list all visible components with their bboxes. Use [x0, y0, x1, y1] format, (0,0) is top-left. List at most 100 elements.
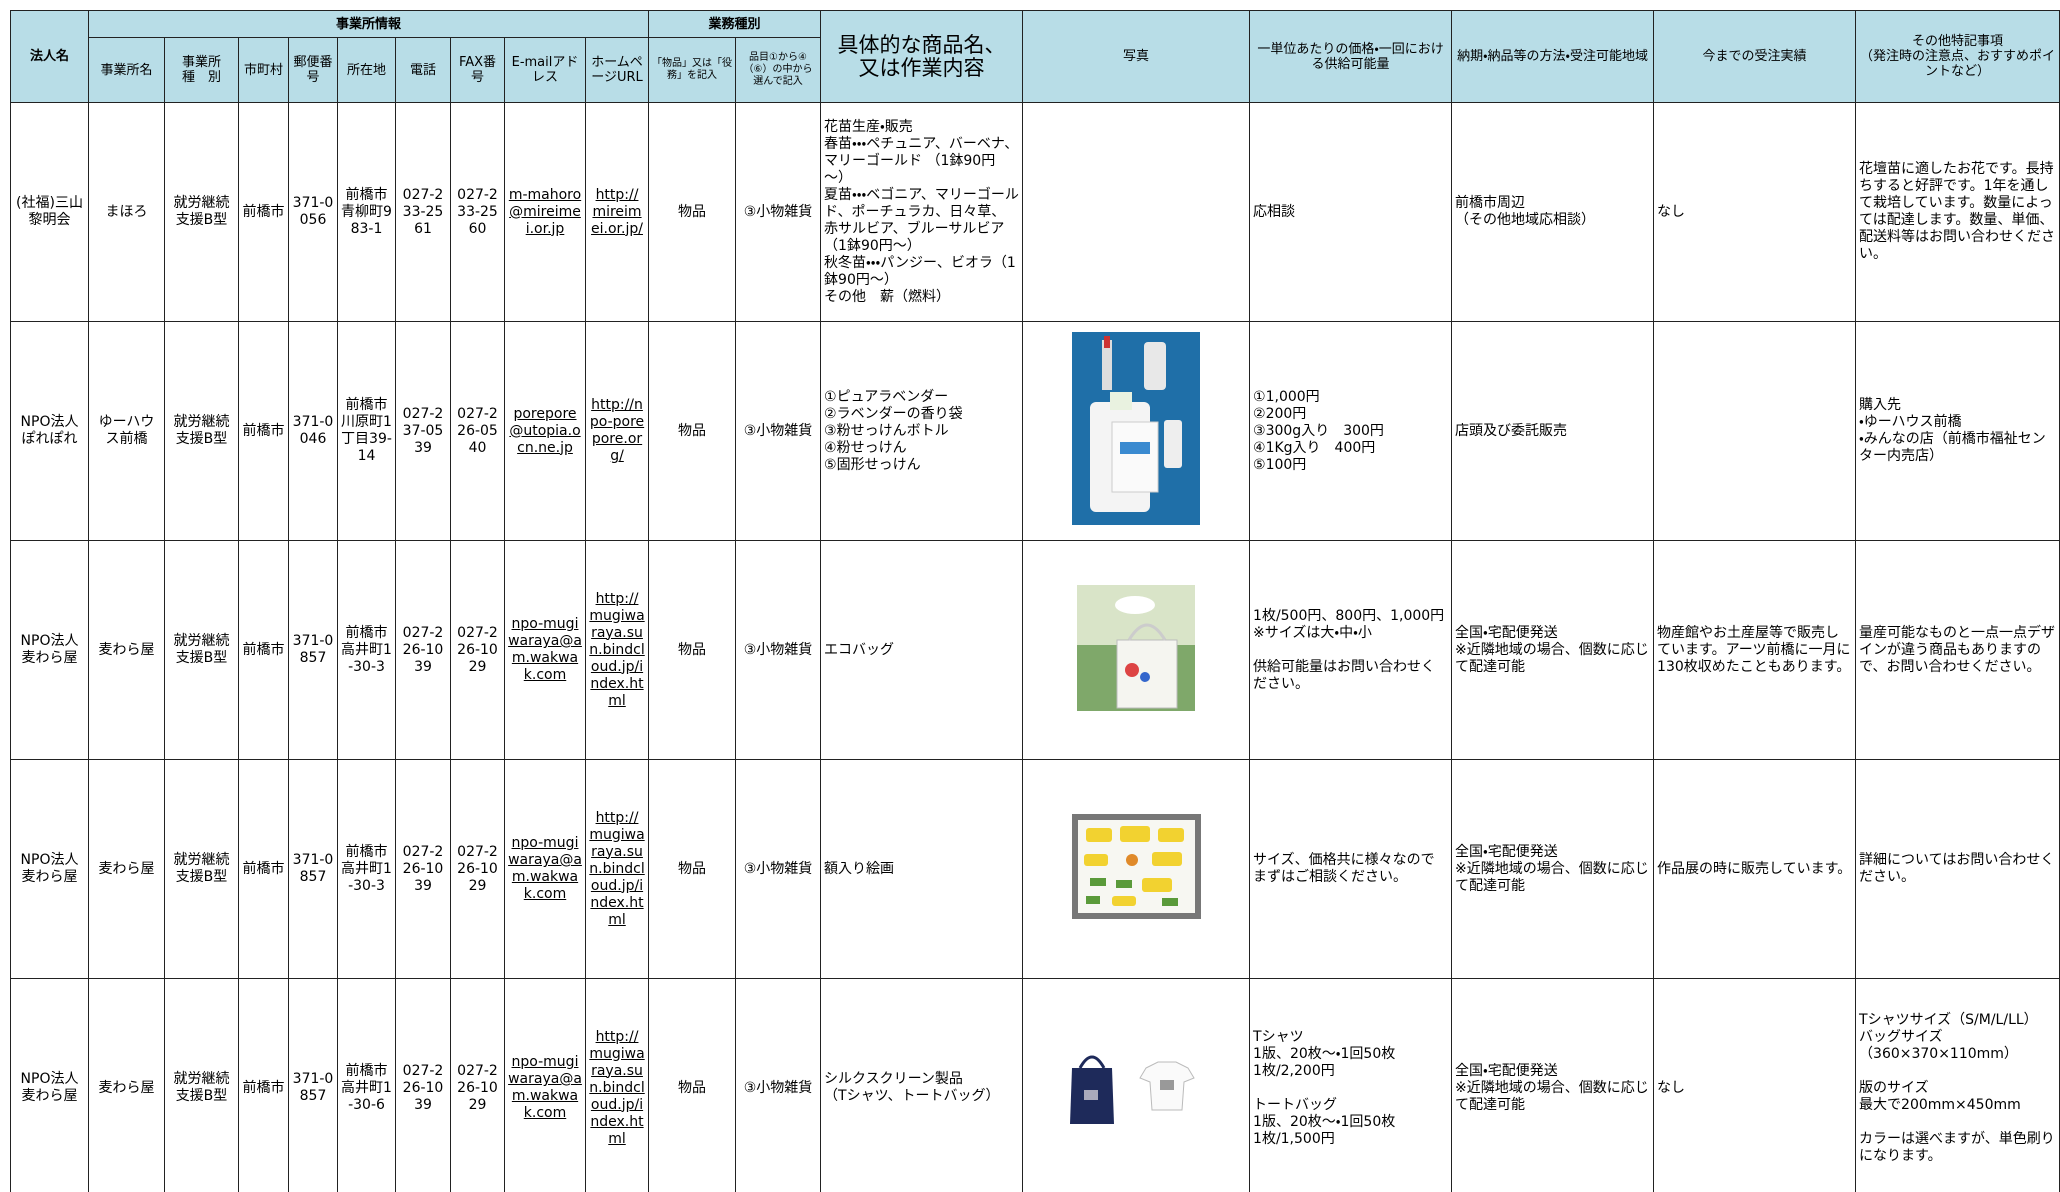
- email-cell: porepore@utopia.ocn.ne.jp: [504, 321, 586, 541]
- fax-cell: 027-233-2560: [450, 102, 505, 322]
- header-group: 事業所情報: [87, 10, 650, 38]
- record-cell: [1653, 321, 1857, 541]
- email-cell: m-mahoro@mireimei.or.jp: [504, 102, 586, 322]
- header-group: 業務種別: [648, 10, 822, 38]
- product-cell: ①ピュアラベンダー ②ラベンダーの香り袋 ③粉せっけんボトル ④粉せっけん ⑤固…: [820, 321, 1024, 541]
- email-link[interactable]: npo-mugiwaraya@am.wakwak.com: [508, 616, 582, 683]
- fax-cell: 027-226-1029: [450, 978, 505, 1192]
- price-cell: サイズ、価格共に様々なのでまずはご相談ください。: [1249, 759, 1453, 979]
- url-cell: http://mireimei.or.jp/: [584, 102, 650, 322]
- notes-cell: 量産可能なものと一点一点デザインが違う商品もありますので、お問い合わせください。: [1855, 540, 2060, 760]
- fax-cell: 027-226-1029: [450, 759, 505, 979]
- email-link[interactable]: porepore@utopia.ocn.ne.jp: [509, 405, 581, 456]
- url-cell: http://mugiwaraya.sun.bindcloud.jp/index…: [584, 978, 650, 1192]
- url-cell: http://mugiwaraya.sun.bindcloud.jp/index…: [584, 540, 650, 760]
- zip-cell: 371-0857: [288, 978, 338, 1192]
- email-link[interactable]: npo-mugiwaraya@am.wakwak.com: [508, 835, 582, 902]
- table-row: (社福)三山黎明会 まほろ 就労継続支援B型 前橋市 371-0056 前橋市青柳町983…: [10, 102, 2060, 322]
- delivery-cell: 店頭及び委託販売: [1451, 321, 1655, 541]
- header-cell: 今までの受注実績: [1653, 10, 1857, 103]
- photo-cell: [1022, 759, 1251, 979]
- url-link[interactable]: http://mugiwaraya.sun.bindcloud.jp/index…: [589, 590, 645, 709]
- email-cell: npo-mugiwaraya@am.wakwak.com: [504, 759, 586, 979]
- header-cell: ホームページURL: [584, 37, 650, 103]
- header-cell: その他特記事項 （発注時の注意点、おすすめポイントなど）: [1855, 10, 2060, 103]
- header-cell: 電話: [395, 37, 451, 103]
- email-cell: npo-mugiwaraya@am.wakwak.com: [504, 978, 586, 1192]
- photo-cell: [1022, 102, 1251, 322]
- corp-cell: NPO法人麦わら屋: [10, 978, 89, 1192]
- price-cell: ①1,000円 ②200円 ③300g入り 300円 ④1Kg入り 400円 ⑤…: [1249, 321, 1453, 541]
- kind-cell: 就労継続支援B型: [164, 759, 239, 979]
- city-cell: 前橋市: [238, 540, 289, 760]
- city-cell: 前橋市: [238, 978, 289, 1192]
- zip-cell: 371-0056: [288, 102, 338, 322]
- header-cell: 法人名: [10, 10, 89, 103]
- header-cell: 市町村: [238, 37, 289, 103]
- table: 法人名 事業所情報 業務種別 具体的な商品名、 又は作業内容 写真 一単位あたり…: [10, 10, 2060, 1192]
- city-cell: 前橋市: [238, 102, 289, 322]
- item-cell: ③小物雑貨: [735, 540, 822, 760]
- tel-cell: 027-237-0539: [395, 321, 451, 541]
- corp-cell: NPO法人麦わら屋: [10, 540, 89, 760]
- header-cell: 納期・納品等の方法・受注可能地域: [1451, 10, 1655, 103]
- url-link[interactable]: http://mugiwaraya.sun.bindcloud.jp/index…: [589, 1028, 645, 1147]
- photo: [1072, 332, 1201, 525]
- header-cell: 写真: [1022, 10, 1251, 103]
- photo: [1070, 1055, 1195, 1124]
- fax-cell: 027-226-0540: [450, 321, 505, 541]
- tel-cell: 027-226-1039: [395, 540, 451, 760]
- office-cell: 麦わら屋: [88, 759, 165, 979]
- photo: [1077, 584, 1196, 711]
- email-link[interactable]: npo-mugiwaraya@am.wakwak.com: [508, 1054, 582, 1121]
- price-cell: Tシャツ 1版、20枚～・1回50枚 1枚/2,200円 トートバッグ 1版、2…: [1249, 978, 1453, 1192]
- price-cell: 1枚/500円、800円、1,000円 ※サイズは大・中・小 供給可能量はお問い…: [1249, 540, 1453, 760]
- corp-cell: NPO法人ぽれぽれ: [10, 321, 89, 541]
- table-row: NPO法人麦わら屋 麦わら屋 就労継続支援B型 前橋市 371-0857 前橋市高井町1-…: [10, 759, 2060, 979]
- kind-cell: 就労継続支援B型: [164, 102, 239, 322]
- item-cell: ③小物雑貨: [735, 759, 822, 979]
- product-cell: 額入り絵画: [820, 759, 1024, 979]
- email-link[interactable]: m-mahoro@mireimei.or.jp: [508, 186, 582, 237]
- office-cell: まほろ: [88, 102, 165, 322]
- price-cell: 応相談: [1249, 102, 1453, 322]
- url-link[interactable]: http://mugiwaraya.sun.bindcloud.jp/index…: [589, 809, 645, 928]
- url-link[interactable]: http://npo-porepore.org/: [589, 397, 645, 464]
- photo-cell: [1022, 321, 1251, 541]
- record-cell: なし: [1653, 978, 1857, 1192]
- table-row: NPO法人ぽれぽれ ゆーハウス前橋 就労継続支援B型 前橋市 371-0046 前橋市川原…: [10, 321, 2060, 541]
- zip-cell: 371-0857: [288, 759, 338, 979]
- table-row: NPO法人麦わら屋 麦わら屋 就労継続支援B型 前橋市 371-0857 前橋市高井町1-…: [10, 540, 2060, 760]
- product-cell: エコバッグ: [820, 540, 1024, 760]
- item-cell: ③小物雑貨: [735, 102, 822, 322]
- office-cell: 麦わら屋: [88, 978, 165, 1192]
- address-cell: 前橋市高井町1-30-6: [337, 978, 396, 1192]
- kind-cell: 就労継続支援B型: [164, 540, 239, 760]
- url-cell: http://mugiwaraya.sun.bindcloud.jp/index…: [584, 759, 650, 979]
- fax-cell: 027-226-1029: [450, 540, 505, 760]
- corp-cell: (社福)三山黎明会: [10, 102, 89, 322]
- kind-cell: 就労継続支援B型: [164, 978, 239, 1192]
- corp-cell: NPO法人麦わら屋: [10, 759, 89, 979]
- photo-cell: [1022, 978, 1251, 1192]
- category-cell: 物品: [648, 102, 737, 322]
- header-cell: 郵便番号: [288, 37, 338, 103]
- url-link[interactable]: http://mireimei.or.jp/: [591, 186, 643, 237]
- email-cell: npo-mugiwaraya@am.wakwak.com: [504, 540, 586, 760]
- address-cell: 前橋市川原町1丁目39-14: [337, 321, 396, 541]
- category-cell: 物品: [648, 759, 737, 979]
- delivery-cell: 全国・宅配便発送 ※近隣地域の場合、個数に応じて配達可能: [1451, 759, 1655, 979]
- header-cell: 事業所 種 別: [164, 37, 239, 103]
- kind-cell: 就労継続支援B型: [164, 321, 239, 541]
- product-cell: シルクスクリーン製品 （Tシャツ、トートバッグ）: [820, 978, 1024, 1192]
- product-cell: 花苗生産・販売 春苗・・・ペチュニア、バーベナ、マリーゴールド （1鉢90円～）…: [820, 102, 1024, 322]
- header-cell: 「物品」又は「役務」を記入: [648, 37, 737, 103]
- item-cell: ③小物雑貨: [735, 978, 822, 1192]
- category-cell: 物品: [648, 978, 737, 1192]
- url-cell: http://npo-porepore.org/: [584, 321, 650, 541]
- record-cell: なし: [1653, 102, 1857, 322]
- tel-cell: 027-226-1039: [395, 978, 451, 1192]
